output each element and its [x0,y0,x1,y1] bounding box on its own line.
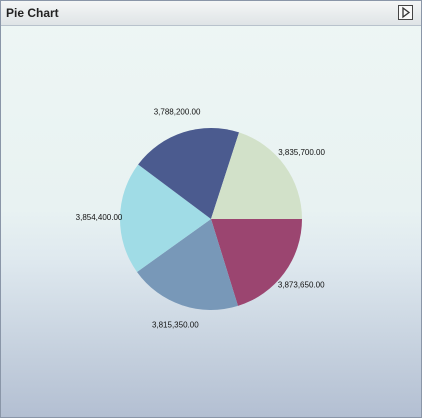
pie-slice [211,219,302,306]
pie-slice [211,132,302,219]
data-label: 3,873,650.00 [278,281,325,290]
chart-title: Pie Chart [6,6,59,20]
data-label: 3,835,700.00 [278,148,325,157]
panel-header: Pie Chart [1,1,421,26]
data-label: 3,854,400.00 [76,213,123,222]
data-label: 3,815,350.00 [152,320,199,329]
expand-button[interactable] [398,5,413,20]
chart: 3,873,650.00 3,815,350.00 3,854,400.00 3,78… [76,107,326,329]
pie-slice [119,164,211,272]
data-label: 3,788,200.00 [154,107,201,116]
pie-slice [136,219,238,310]
pie-slice [138,128,240,219]
expand-icon [402,6,411,19]
